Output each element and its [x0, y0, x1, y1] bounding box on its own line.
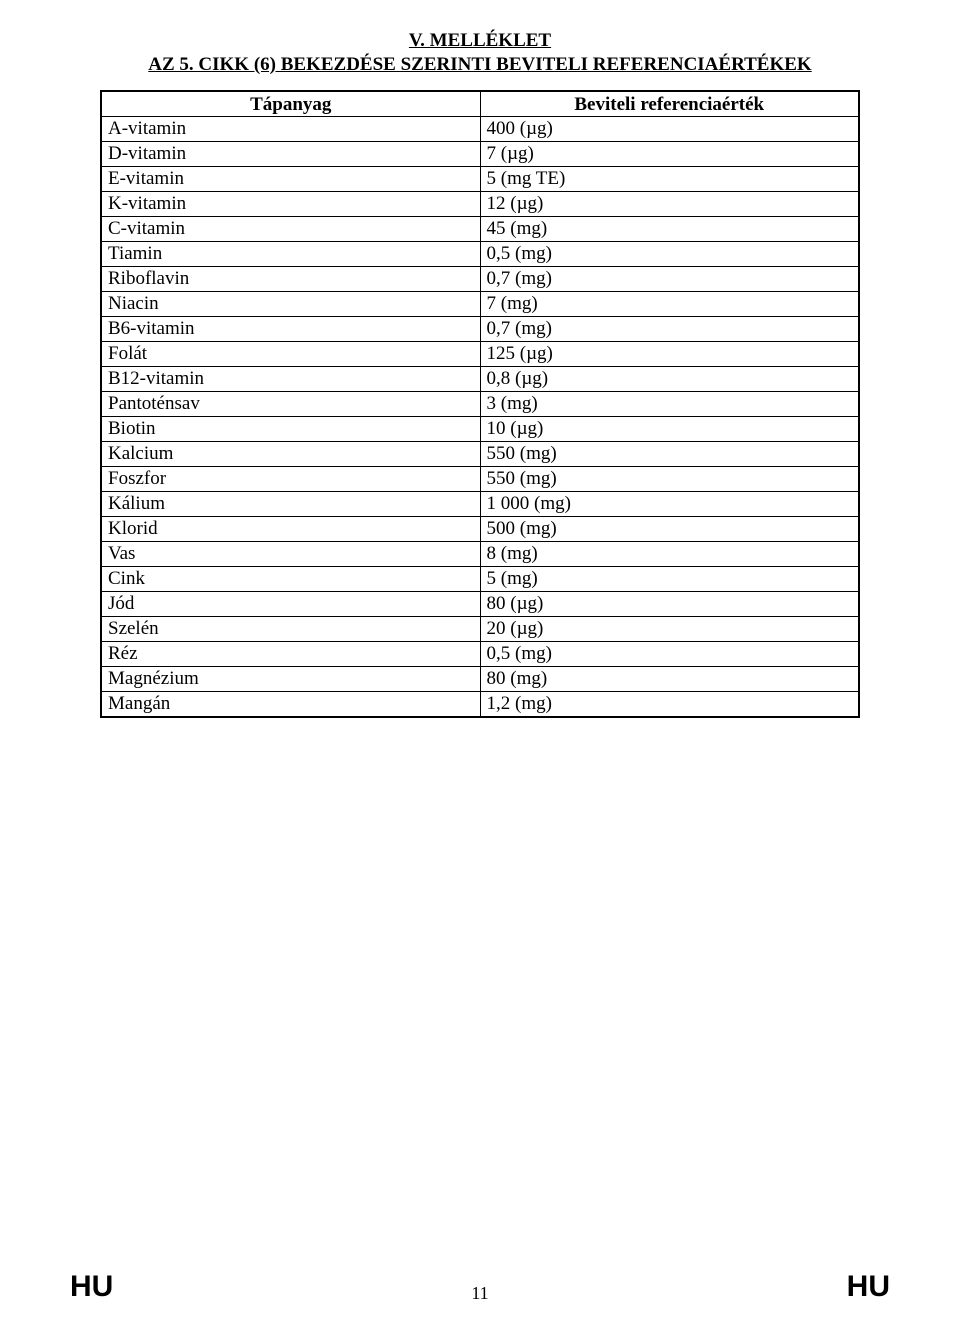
table-row: Tiamin0,5 (mg): [101, 242, 859, 267]
nutrient-name: Foszfor: [101, 467, 480, 492]
table-row: K-vitamin12 (µg): [101, 192, 859, 217]
nutrient-name: D-vitamin: [101, 142, 480, 167]
nutrient-name: Jód: [101, 592, 480, 617]
nutrient-value: 550 (mg): [480, 467, 859, 492]
table-row: Pantoténsav3 (mg): [101, 392, 859, 417]
table-header-nutrient: Tápanyag: [101, 91, 480, 117]
table-row: Szelén20 (µg): [101, 617, 859, 642]
table-row: Biotin10 (µg): [101, 417, 859, 442]
nutrient-value: 400 (µg): [480, 117, 859, 142]
nutrient-name: Niacin: [101, 292, 480, 317]
nutrient-value: 80 (mg): [480, 667, 859, 692]
nutrient-value: 0,7 (mg): [480, 267, 859, 292]
table-row: Réz0,5 (mg): [101, 642, 859, 667]
nutrient-name: Magnézium: [101, 667, 480, 692]
table-row: B6-vitamin0,7 (mg): [101, 317, 859, 342]
table-row: Cink5 (mg): [101, 567, 859, 592]
nutrient-name: Szelén: [101, 617, 480, 642]
nutrient-value: 20 (µg): [480, 617, 859, 642]
table-row: Folát125 (µg): [101, 342, 859, 367]
table-row: Foszfor550 (mg): [101, 467, 859, 492]
nutrient-name: C-vitamin: [101, 217, 480, 242]
nutrient-value: 1,2 (mg): [480, 692, 859, 718]
nutrient-value: 12 (µg): [480, 192, 859, 217]
nutrient-name: B6-vitamin: [101, 317, 480, 342]
table-row: Vas8 (mg): [101, 542, 859, 567]
nutrient-value: 0,8 (µg): [480, 367, 859, 392]
footer-right-hu: HU: [847, 1270, 890, 1304]
table-header-row: Tápanyag Beviteli referenciaérték: [101, 91, 859, 117]
table-row: C-vitamin45 (mg): [101, 217, 859, 242]
reference-values-table: Tápanyag Beviteli referenciaérték A-vita…: [100, 90, 860, 718]
nutrient-name: Cink: [101, 567, 480, 592]
nutrient-name: Tiamin: [101, 242, 480, 267]
table-row: Riboflavin0,7 (mg): [101, 267, 859, 292]
table-row: Jód80 (µg): [101, 592, 859, 617]
nutrient-name: K-vitamin: [101, 192, 480, 217]
nutrient-name: B12-vitamin: [101, 367, 480, 392]
nutrient-name: Mangán: [101, 692, 480, 718]
nutrient-name: Kálium: [101, 492, 480, 517]
nutrient-value: 5 (mg TE): [480, 167, 859, 192]
nutrient-name: Folát: [101, 342, 480, 367]
nutrient-value: 45 (mg): [480, 217, 859, 242]
table-row: Magnézium80 (mg): [101, 667, 859, 692]
nutrient-name: Réz: [101, 642, 480, 667]
annex-subtitle: AZ 5. CIKK (6) BEKEZDÉSE SZERINTI BEVITE…: [100, 54, 860, 76]
table-row: A-vitamin400 (µg): [101, 117, 859, 142]
nutrient-value: 80 (µg): [480, 592, 859, 617]
table-header-value: Beviteli referenciaérték: [480, 91, 859, 117]
nutrient-value: 125 (µg): [480, 342, 859, 367]
table-row: Kálium1 000 (mg): [101, 492, 859, 517]
table-row: E-vitamin5 (mg TE): [101, 167, 859, 192]
nutrient-name: Riboflavin: [101, 267, 480, 292]
table-row: Mangán1,2 (mg): [101, 692, 859, 718]
nutrient-name: E-vitamin: [101, 167, 480, 192]
nutrient-value: 500 (mg): [480, 517, 859, 542]
nutrient-name: Pantoténsav: [101, 392, 480, 417]
nutrient-value: 10 (µg): [480, 417, 859, 442]
nutrient-value: 7 (µg): [480, 142, 859, 167]
nutrient-name: Kalcium: [101, 442, 480, 467]
nutrient-value: 7 (mg): [480, 292, 859, 317]
table-row: Kalcium550 (mg): [101, 442, 859, 467]
nutrient-value: 0,7 (mg): [480, 317, 859, 342]
table-row: Niacin7 (mg): [101, 292, 859, 317]
nutrient-name: A-vitamin: [101, 117, 480, 142]
annex-title: V. MELLÉKLET: [100, 30, 860, 52]
page-footer: HU 11 HU: [0, 1270, 960, 1304]
table-row: Klorid500 (mg): [101, 517, 859, 542]
nutrient-value: 550 (mg): [480, 442, 859, 467]
nutrient-value: 0,5 (mg): [480, 642, 859, 667]
nutrient-value: 0,5 (mg): [480, 242, 859, 267]
nutrient-value: 8 (mg): [480, 542, 859, 567]
nutrient-value: 3 (mg): [480, 392, 859, 417]
nutrient-name: Vas: [101, 542, 480, 567]
nutrient-value: 5 (mg): [480, 567, 859, 592]
footer-page-number: 11: [471, 1283, 488, 1304]
nutrient-name: Biotin: [101, 417, 480, 442]
nutrient-value: 1 000 (mg): [480, 492, 859, 517]
table-row: D-vitamin7 (µg): [101, 142, 859, 167]
table-row: B12-vitamin0,8 (µg): [101, 367, 859, 392]
footer-left-hu: HU: [70, 1270, 113, 1304]
nutrient-name: Klorid: [101, 517, 480, 542]
